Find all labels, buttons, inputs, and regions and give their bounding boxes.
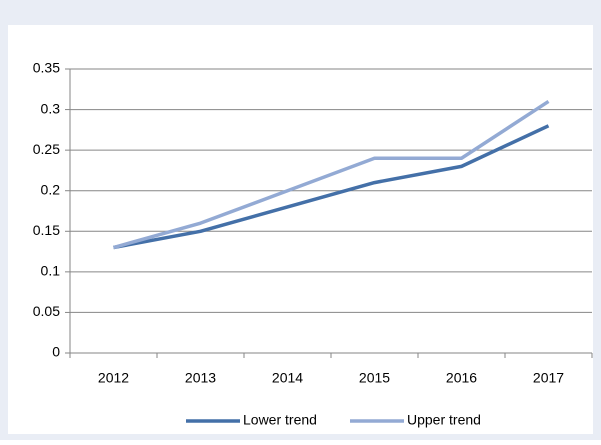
y-tick-label: 0.2 — [41, 181, 61, 197]
y-tick-label: 0 — [52, 344, 60, 360]
y-tick-label: 0.15 — [33, 222, 60, 238]
y-tick-label: 0.1 — [41, 263, 61, 279]
y-tick-label: 0.25 — [33, 141, 60, 157]
x-tick-label: 2017 — [533, 370, 564, 386]
x-tick-label: 2012 — [98, 370, 129, 386]
x-tick-label: 2013 — [185, 370, 216, 386]
legend-label: Upper trend — [407, 412, 481, 428]
series-line — [113, 124, 550, 250]
y-tick-label: 0.35 — [33, 60, 60, 76]
x-tick-label: 2014 — [272, 370, 303, 386]
series-line — [113, 99, 550, 250]
x-tick-label: 2015 — [359, 370, 390, 386]
legend-label: Lower trend — [243, 412, 317, 428]
x-tick-label: 2016 — [446, 370, 477, 386]
chart-area — [8, 25, 593, 434]
y-tick-label: 0.05 — [33, 303, 60, 319]
y-tick-label: 0.3 — [41, 100, 61, 116]
